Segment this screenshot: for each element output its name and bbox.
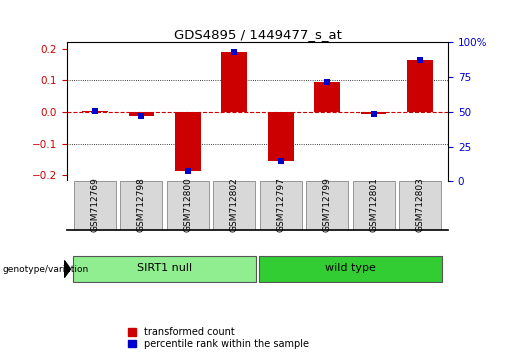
FancyBboxPatch shape (167, 182, 209, 230)
Point (184, 169, 192, 174)
Text: GSM712801: GSM712801 (369, 177, 378, 232)
Bar (82, 111, 108, 112)
Text: genotype/variation: genotype/variation (3, 264, 89, 274)
Title: GDS4895 / 1449477_s_at: GDS4895 / 1449477_s_at (174, 28, 341, 41)
Point (370, 111, 378, 116)
Point (277, 158, 285, 164)
Point (416, 57, 424, 63)
Text: GSM712799: GSM712799 (323, 177, 332, 232)
Text: SIRT1 null: SIRT1 null (137, 263, 192, 274)
Text: wild type: wild type (325, 263, 376, 274)
Text: GSM712797: GSM712797 (276, 177, 285, 232)
Bar (175, 112, 200, 171)
FancyBboxPatch shape (213, 182, 255, 230)
Legend: transformed count, percentile rank within the sample: transformed count, percentile rank withi… (128, 327, 309, 349)
Text: GSM712803: GSM712803 (416, 177, 425, 232)
Point (230, 49, 238, 55)
Text: GSM712798: GSM712798 (137, 177, 146, 232)
Bar (268, 112, 294, 161)
FancyBboxPatch shape (306, 182, 348, 230)
Bar (221, 52, 247, 112)
FancyBboxPatch shape (399, 182, 441, 230)
Text: GSM712769: GSM712769 (90, 177, 99, 232)
FancyBboxPatch shape (353, 182, 395, 230)
Point (323, 79, 331, 85)
FancyBboxPatch shape (74, 256, 255, 282)
FancyBboxPatch shape (120, 182, 162, 230)
Bar (407, 60, 433, 112)
FancyBboxPatch shape (260, 256, 441, 282)
Bar (361, 112, 386, 114)
Text: GSM712802: GSM712802 (230, 177, 239, 232)
Bar (129, 112, 154, 116)
Polygon shape (64, 261, 71, 278)
Point (91, 108, 99, 114)
FancyBboxPatch shape (260, 182, 302, 230)
Point (137, 113, 145, 119)
Bar (315, 82, 340, 112)
FancyBboxPatch shape (74, 182, 116, 230)
Text: GSM712800: GSM712800 (183, 177, 192, 232)
